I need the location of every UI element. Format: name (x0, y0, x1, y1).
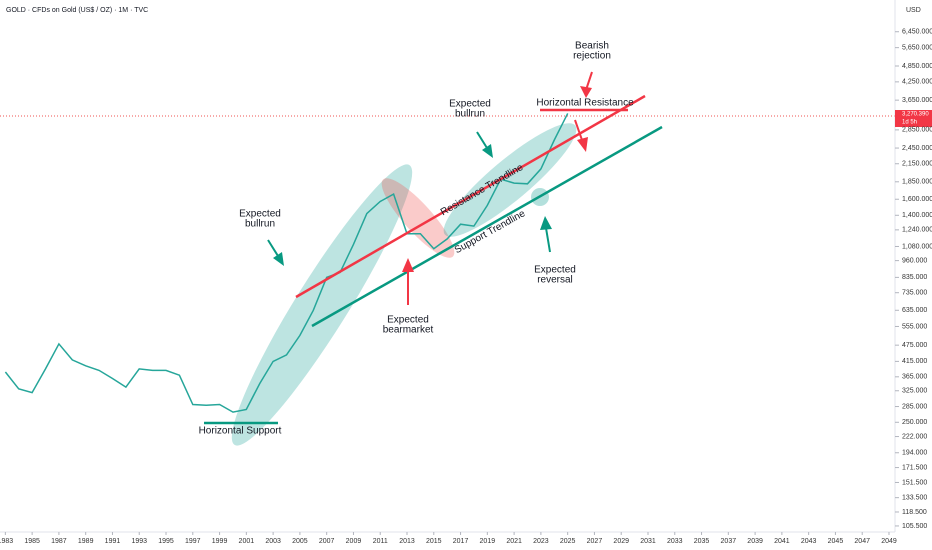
x-tick-label: 2043 (801, 538, 817, 545)
annotation: bullrun (245, 219, 275, 230)
x-tick-label: 1985 (24, 538, 40, 545)
annotation: Expected (449, 99, 491, 110)
y-tick-label: 151.500 (902, 479, 927, 486)
x-tick-label: 2003 (265, 538, 281, 545)
support-trendline (311, 125, 663, 328)
x-tick-label: 2045 (828, 538, 844, 545)
x-tick-label: 1993 (131, 538, 147, 545)
price-tag-label: 3,270.390 (902, 112, 929, 118)
x-tick-label: 2035 (694, 538, 710, 545)
x-tick-label: 2047 (854, 538, 870, 545)
y-tick-label: 1,080.000 (902, 243, 932, 250)
y-tick-label: 3,650.000 (902, 97, 932, 104)
y-tick-label: 960.000 (902, 257, 927, 264)
x-tick-label: 2033 (667, 538, 683, 545)
x-tick-label: 1991 (105, 538, 121, 545)
bull-zone (231, 164, 413, 446)
chart-title: GOLD · CFDs on Gold (US$ / OZ) · 1M · TV… (6, 7, 148, 14)
y-tick-label: 415.000 (902, 358, 927, 365)
y-tick-label: 250.000 (902, 419, 927, 426)
annotation: Expected (239, 209, 281, 220)
y-tick-label: 2,450.000 (902, 145, 932, 152)
countdown: 1d 5h (902, 120, 917, 126)
y-tick-label: 1,850.000 (902, 179, 932, 186)
currency: USD (906, 7, 921, 14)
y-tick-label: 2,150.000 (902, 161, 932, 168)
price-line-series (4, 113, 569, 413)
y-tick-label: 1,240.000 (902, 227, 932, 234)
x-tick-label: 2019 (480, 538, 496, 545)
x-tick-label: 2007 (319, 538, 335, 545)
x-tick-label: 2015 (426, 538, 442, 545)
arrows (267, 71, 593, 305)
bull-zone (443, 123, 577, 237)
annotation: bearmarket (383, 325, 434, 336)
y-tick-label: 194.000 (902, 450, 927, 457)
y-tick-label: 4,250.000 (902, 79, 932, 86)
y-tick-label: 5,650.000 (902, 44, 932, 51)
annotation: Horizontal Resistance (536, 98, 634, 109)
y-tick-label: 133.500 (902, 495, 927, 502)
y-tick-label: 635.000 (902, 307, 927, 314)
x-tick-label: 1995 (158, 538, 174, 545)
x-tick-label: 2001 (239, 538, 255, 545)
x-tick-label: 2037 (721, 538, 737, 545)
x-tick-label: 2005 (292, 538, 308, 545)
x-tick-label: 2023 (533, 538, 549, 545)
y-tick-label: 325.000 (902, 388, 927, 395)
y-tick-label: 222.000 (902, 433, 927, 440)
x-tick-label: 2017 (453, 538, 469, 545)
x-tick-label: 2027 (587, 538, 603, 545)
x-tick-label: 2049 (881, 538, 897, 545)
y-tick-label: 1,600.000 (902, 196, 932, 203)
annotation: Horizontal Support (199, 426, 282, 437)
annotation: Bearish (575, 41, 609, 52)
x-tick-label: 2029 (613, 538, 629, 545)
y-tick-label: 555.000 (902, 323, 927, 330)
x-tick-label: 2009 (346, 538, 362, 545)
y-tick-label: 365.000 (902, 374, 927, 381)
y-tick-label: 6,450.000 (902, 29, 932, 36)
price-tag (895, 110, 932, 127)
annotation: Expected (534, 265, 576, 276)
resistance-trendline (295, 94, 646, 299)
x-axis-area (0, 532, 932, 550)
y-tick-label: 835.000 (902, 274, 927, 281)
y-tick-label: 118.500 (902, 509, 927, 516)
annotation: reversal (537, 275, 573, 286)
y-tick-label: 171.500 (902, 464, 927, 471)
x-tick-label: 2031 (640, 538, 656, 545)
x-tick-label: 1999 (212, 538, 228, 545)
bear-zone (381, 178, 455, 258)
x-tick-label: 2021 (506, 538, 522, 545)
x-tick-label: 1997 (185, 538, 201, 545)
x-tick-label: 1989 (78, 538, 94, 545)
x-tick-label: 2025 (560, 538, 576, 545)
y-tick-label: 105.500 (902, 523, 927, 530)
y-tick-label: 475.000 (902, 342, 927, 349)
y-tick-label: 285.000 (902, 403, 927, 410)
x-tick-label: 1983 (0, 538, 13, 545)
annotation: Expected (387, 315, 429, 326)
x-tick-label: 2039 (747, 538, 763, 545)
x-tick-label: 2013 (399, 538, 415, 545)
annotation: rejection (573, 51, 611, 62)
y-axis-area (895, 0, 932, 550)
y-tick-label: 2,850.000 (902, 127, 932, 134)
x-tick-label: 2041 (774, 538, 790, 545)
y-tick-label: 1,400.000 (902, 212, 932, 219)
x-tick-label: 1987 (51, 538, 67, 545)
y-tick-label: 735.000 (902, 290, 927, 297)
y-tick-label: 4,850.000 (902, 63, 932, 70)
annotation: bullrun (455, 109, 485, 120)
x-tick-label: 2011 (373, 538, 388, 545)
